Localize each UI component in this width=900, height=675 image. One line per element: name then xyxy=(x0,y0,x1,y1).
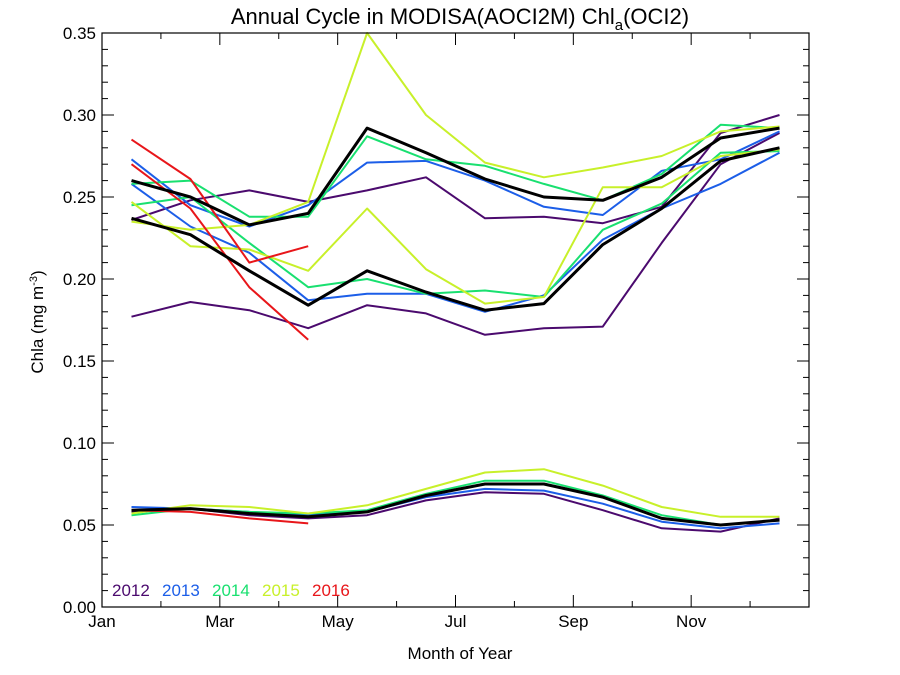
x-tick-label: Sep xyxy=(558,612,588,631)
series-line-mean-upper xyxy=(131,126,780,227)
legend-label-2016: 2016 xyxy=(312,581,350,600)
y-tick-label: 0.15 xyxy=(63,352,96,371)
series-line-2014-middle xyxy=(131,150,780,298)
series-line-2015-upper xyxy=(131,32,780,231)
y-tick-label: 0.20 xyxy=(63,270,96,289)
legend: 2012 2013 2014 2015 2016 xyxy=(112,581,350,600)
axes: 0.00 0.05 0.10 0.15 0.20 0.25 0.30 0.35 Jan Mar Ma… xyxy=(63,24,810,631)
legend-label-2015: 2015 xyxy=(262,581,300,600)
y-tick-label: 0.00 xyxy=(63,598,96,617)
x-tick-label: Mar xyxy=(205,612,235,631)
plot-area xyxy=(130,32,780,533)
y-tick-label: 0.30 xyxy=(63,106,96,125)
x-axis-title: Month of Year xyxy=(408,644,513,663)
legend-label-2013: 2013 xyxy=(162,581,200,600)
plot-frame xyxy=(101,32,810,608)
x-tick-label: Jul xyxy=(445,612,467,631)
y-axis-title: Chla (mg m-3) xyxy=(28,270,47,373)
series-line-2012-middle xyxy=(131,132,780,336)
y-tick-label: 0.35 xyxy=(63,24,96,43)
y-tick-label: 0.10 xyxy=(63,434,96,453)
x-tick-label: May xyxy=(322,612,355,631)
series-line-2013-upper xyxy=(130,130,780,228)
legend-label-2012: 2012 xyxy=(112,581,150,600)
series-line-2014-upper xyxy=(131,123,780,218)
chart-title: Annual Cycle in MODISA(AOCI2M) Chla(OCI2… xyxy=(231,4,689,34)
series-line-2016-middle xyxy=(130,163,309,341)
x-tick-label: Jan xyxy=(88,612,115,631)
series-line-2012-upper xyxy=(131,114,780,225)
x-tick-label: Nov xyxy=(676,612,707,631)
series-line-2016-lower xyxy=(131,509,309,525)
y-tick-label: 0.05 xyxy=(63,516,96,535)
y-tick-label: 0.25 xyxy=(63,188,96,207)
series-line-2016-upper xyxy=(130,138,309,264)
series-line-mean-lower xyxy=(131,482,780,527)
series-line-2013-lower xyxy=(131,487,780,530)
legend-label-2014: 2014 xyxy=(212,581,250,600)
series-line-2014-lower xyxy=(131,479,780,526)
series-line-mean-middle xyxy=(131,146,780,312)
series-line-2015-lower xyxy=(131,468,780,518)
